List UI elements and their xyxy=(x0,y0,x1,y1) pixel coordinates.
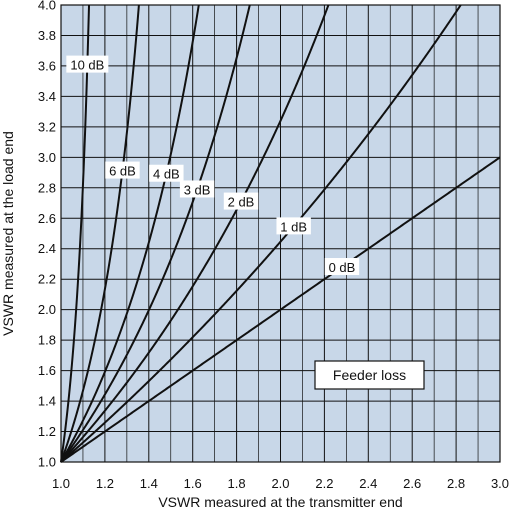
curve-label-bg xyxy=(66,55,109,73)
y-tick-label-3: 1.6 xyxy=(38,363,56,378)
curve-4db xyxy=(60,4,200,463)
y-axis-label: VSWR measured at the load end xyxy=(0,131,16,336)
y-tick-label-12: 3.4 xyxy=(38,89,56,104)
curve-label-bg xyxy=(324,258,360,276)
annotation-feeder-loss: Feeder loss xyxy=(314,360,425,390)
curve-label-bg xyxy=(276,217,311,235)
curve-3db xyxy=(60,4,251,463)
curve-6db xyxy=(60,4,140,463)
curve-2db xyxy=(60,4,330,463)
y-tick-label-2: 1.4 xyxy=(38,394,56,409)
y-tick-label-4: 1.8 xyxy=(38,333,56,348)
y-tick-label-10: 3.0 xyxy=(38,150,56,165)
curve-label-text: 2 dB xyxy=(228,195,255,210)
curve-label-bg xyxy=(223,192,259,210)
y-tick-label-0: 1.0 xyxy=(38,455,56,470)
x-tick-label-6: 2.2 xyxy=(315,476,333,491)
x-tick-label-4: 1.8 xyxy=(228,476,246,491)
y-tick-label-6: 2.2 xyxy=(38,272,56,287)
x-tick-label-8: 2.6 xyxy=(403,476,421,491)
curve-1db xyxy=(60,4,462,463)
y-tick-label-7: 2.4 xyxy=(38,241,56,256)
curve-label-10db: 10 dB xyxy=(66,55,109,73)
x-tick-label-10: 3.0 xyxy=(491,476,509,491)
x-tick-label-0: 1.0 xyxy=(52,476,70,491)
x-tick-label-7: 2.4 xyxy=(359,476,377,491)
curve-label-2db: 2 dB xyxy=(223,192,259,210)
curve-label-text: 3 dB xyxy=(184,182,211,197)
curve-10db xyxy=(60,4,91,463)
curve-0db xyxy=(60,156,501,463)
curve-label-1db: 1 dB xyxy=(276,217,311,235)
annotation-box xyxy=(314,360,425,390)
y-tick-label-5: 2.0 xyxy=(38,302,56,317)
y-tick-label-9: 2.8 xyxy=(38,180,56,195)
x-axis-label: VSWR measured at the transmitter end xyxy=(158,494,402,510)
curve-labels: 0 dB 1 dB 2 dB 3 dB 4 dB 6 dB 10 dB xyxy=(66,55,360,276)
annotation-text: Feeder loss xyxy=(333,367,406,383)
curve-label-text: 0 dB xyxy=(329,260,356,275)
curves xyxy=(60,4,501,463)
curve-label-bg xyxy=(179,180,215,198)
plot-border xyxy=(60,4,501,463)
x-tick-label-5: 2.0 xyxy=(271,476,289,491)
x-tick-label-1: 1.2 xyxy=(96,476,114,491)
curve-label-text: 1 dB xyxy=(280,219,307,234)
curve-label-text: 4 dB xyxy=(153,167,180,182)
curve-label-6db: 6 dB xyxy=(105,161,140,179)
curve-label-3db: 3 dB xyxy=(179,180,215,198)
y-tick-label-14: 3.8 xyxy=(38,28,56,43)
y-tick-label-15: 4.0 xyxy=(38,0,56,13)
curve-label-bg xyxy=(105,161,140,179)
y-tick-label-1: 1.2 xyxy=(38,424,56,439)
x-tick-label-9: 2.8 xyxy=(447,476,465,491)
curve-label-bg xyxy=(149,164,184,182)
y-tick-label-11: 3.2 xyxy=(38,119,56,134)
y-tick-label-8: 2.6 xyxy=(38,211,56,226)
x-tick-label-2: 1.4 xyxy=(140,476,158,491)
curve-label-0db: 0 dB xyxy=(324,258,360,276)
x-tick-label-3: 1.6 xyxy=(184,476,202,491)
tick-labels: 1.0 1.2 1.4 1.6 1.8 2.0 2.2 2.4 2.6 2.8 3.0 1.0 1.2 1… xyxy=(38,0,509,491)
curve-label-text: 6 dB xyxy=(109,164,136,179)
curve-label-text: 10 dB xyxy=(70,58,104,73)
curve-label-4db: 4 dB xyxy=(149,164,184,182)
y-tick-label-13: 3.6 xyxy=(38,58,56,73)
